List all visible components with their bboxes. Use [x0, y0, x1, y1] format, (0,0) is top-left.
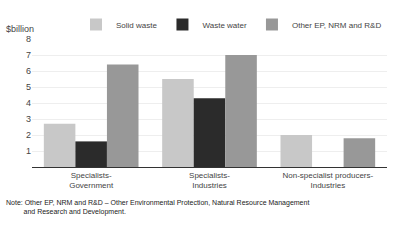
svg-text:Specialists-Government: Specialists-Government: [69, 171, 114, 190]
svg-text:1: 1: [26, 146, 31, 156]
svg-text:Specialists-Industries: Specialists-Industries: [189, 171, 230, 190]
svg-text:3: 3: [26, 114, 31, 124]
svg-text:Other EP, NRM and R&D: Other EP, NRM and R&D: [292, 21, 381, 30]
svg-text:5: 5: [26, 82, 31, 92]
svg-text:Solid waste: Solid waste: [116, 21, 157, 30]
svg-text:7: 7: [26, 50, 31, 60]
svg-text:Waste water: Waste water: [202, 21, 246, 30]
svg-text:4: 4: [26, 98, 31, 108]
svg-text:Non-specialist producers-Indus: Non-specialist producers-Industries: [282, 171, 373, 190]
svg-text:2: 2: [26, 130, 31, 140]
svg-text:Note: Other EP, NRM and R&D –: Note: Other EP, NRM and R&D – Other Envi…: [6, 199, 309, 216]
svg-text:6: 6: [26, 66, 31, 76]
svg-text:8: 8: [26, 34, 31, 44]
svg-text:$billion: $billion: [6, 24, 34, 34]
